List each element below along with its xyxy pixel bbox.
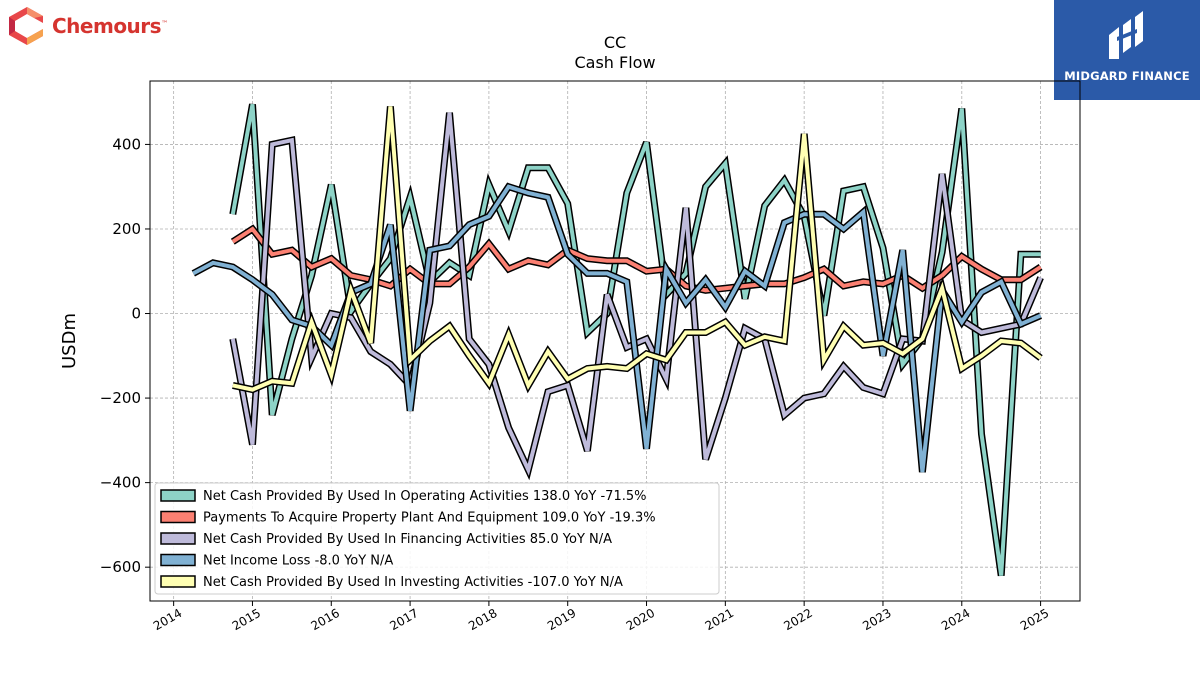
- x-tick-label: 2021: [703, 606, 736, 633]
- x-tick-label: 2025: [1018, 606, 1051, 633]
- midgard-logo-text: MIDGARD FINANCE: [1064, 69, 1190, 83]
- x-axis: 2014 2015 2016 2017 2018 2019 2020 2021 2022 2023…: [151, 601, 1051, 633]
- series-line: [231, 226, 1042, 293]
- x-tick-label: 2022: [781, 606, 814, 633]
- x-tick-label: 2017: [387, 606, 420, 633]
- series-outline: [230, 224, 1043, 294]
- legend-item: Payments To Acquire Property Plant And E…: [160, 510, 656, 526]
- x-tick-label: 2020: [624, 606, 657, 633]
- y-tick-label: 200: [112, 220, 141, 238]
- legend-item: Net Cash Provided By Used In Financing A…: [160, 532, 612, 547]
- series-1: [230, 224, 1043, 294]
- legend-swatch: [160, 532, 196, 545]
- y-axis-label: USDm: [59, 313, 80, 369]
- midgard-finance-logo: MIDGARD FINANCE: [1054, 0, 1200, 100]
- y-tick-label: −400: [100, 474, 141, 492]
- x-tick-label: 2024: [939, 606, 972, 633]
- x-tick-label: 2015: [230, 606, 263, 633]
- legend-item: Net Cash Provided By Used In Investing A…: [160, 575, 623, 590]
- y-tick-label: −200: [100, 389, 141, 407]
- chemours-logo-text: Chemours™: [52, 14, 168, 38]
- x-tick-label: 2014: [151, 606, 184, 633]
- midgard-logo-icon: [1109, 11, 1143, 59]
- chart-title: CC: [604, 33, 626, 52]
- y-tick-label: 0: [131, 305, 141, 323]
- chemours-logo-icon: [9, 7, 43, 45]
- series-layer: [191, 103, 1044, 577]
- legend: Net Cash Provided By Used In Operating A…: [154, 482, 720, 595]
- plot-frame: [149, 80, 1081, 602]
- y-tick-label: 400: [112, 135, 141, 153]
- legend-swatch: [160, 510, 196, 524]
- series-line: [232, 106, 1042, 392]
- chart-subtitle: Cash Flow: [574, 53, 655, 72]
- legend-label: Net Cash Provided By Used In Operating A…: [203, 489, 646, 504]
- legend-item: Net Cash Provided By Used In Operating A…: [160, 489, 646, 504]
- legend-label: Net Cash Provided By Used In Investing A…: [203, 575, 623, 590]
- x-tick-label: 2018: [466, 606, 499, 633]
- series-line: [192, 184, 1042, 473]
- x-tick-label: 2023: [860, 606, 893, 633]
- y-axis: 400 200 0 −200 −400 −600: [100, 135, 150, 576]
- legend-swatch: [160, 489, 196, 502]
- legend-label: Net Income Loss -8.0 YoY N/A: [203, 554, 393, 569]
- y-tick-label: −600: [100, 558, 141, 576]
- x-tick-label: 2016: [309, 606, 342, 633]
- series-4: [232, 106, 1043, 394]
- legend-swatch: [160, 575, 196, 588]
- series-3: [191, 182, 1042, 473]
- x-tick-label: 2019: [545, 606, 578, 633]
- legend-label: Payments To Acquire Property Plant And E…: [203, 511, 656, 526]
- legend-label: Net Cash Provided By Used In Financing A…: [203, 532, 612, 547]
- legend-swatch: [160, 553, 196, 567]
- legend-item: Net Income Loss -8.0 YoY N/A: [160, 553, 393, 569]
- legend-box: [154, 482, 720, 595]
- chemours-logo: Chemours™: [6, 5, 168, 47]
